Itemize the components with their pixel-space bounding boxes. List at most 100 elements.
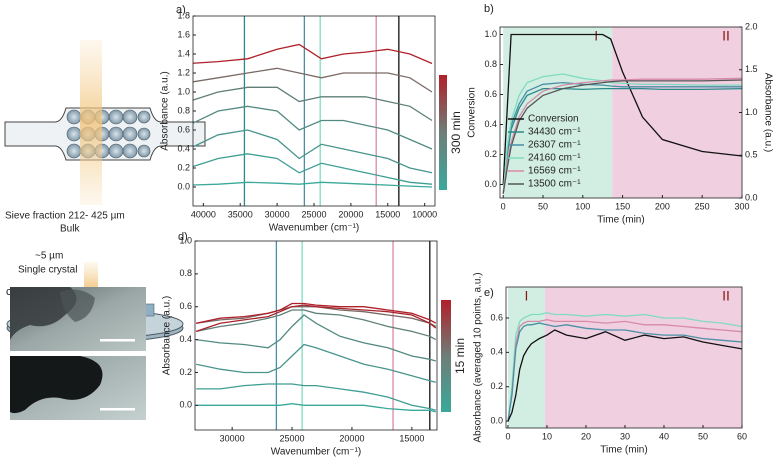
y-tick-label: 0.2 xyxy=(490,381,503,391)
x-axis-title: Wavenumber (cm⁻¹) xyxy=(271,447,361,458)
series-line xyxy=(507,329,742,422)
y2-tick-label: 0.5 xyxy=(745,150,758,160)
y-tick-label: 1.0 xyxy=(177,86,190,96)
y-tick-label: 0.4 xyxy=(177,143,190,153)
crystal-label: Single crystal xyxy=(18,265,77,276)
x-tick-label: 10 xyxy=(542,431,552,441)
plot-lines xyxy=(195,302,437,413)
y-tick-label: 0.2 xyxy=(179,367,192,377)
y-tick-label: 0.0 xyxy=(179,400,192,410)
colorbar xyxy=(439,75,447,190)
y-tick-label: 0.6 xyxy=(490,312,503,322)
x-axis-title: Wavenumber (cm⁻¹) xyxy=(269,223,359,234)
x-axis-title: Time (min) xyxy=(597,215,644,226)
x-tick-label: 15000 xyxy=(399,433,424,443)
x-tick-label: 30 xyxy=(620,431,630,441)
x-tick-label: 35000 xyxy=(228,209,253,219)
y-axis-title: Absorbance (a.u.) xyxy=(160,71,171,151)
panel-label: d) xyxy=(178,231,188,243)
series-line xyxy=(502,33,742,185)
y-tick-label: 0.4 xyxy=(179,334,192,344)
x-tick-label: 200 xyxy=(655,201,670,211)
series-line xyxy=(502,73,742,194)
bulk-label: Bulk xyxy=(60,224,80,235)
x-tick-label: 20000 xyxy=(339,433,364,443)
tube-schematic: Sieve fraction 212- 425 µm Bulk xyxy=(4,40,206,235)
y-axis-title: Absorbance (a.u.) xyxy=(162,296,173,376)
x-tick-label: 0 xyxy=(505,431,510,441)
x-tick-label: 40000 xyxy=(191,209,216,219)
y2-tick-label: 0.0 xyxy=(745,192,758,202)
x-tick-label: 300 xyxy=(734,201,749,211)
series-line xyxy=(193,129,433,174)
x-tick-label: 25000 xyxy=(301,209,326,219)
y-tick-label: 0.0 xyxy=(484,179,497,189)
y-tick-label: 1.0 xyxy=(179,235,192,245)
x-tick-label: 40 xyxy=(659,431,669,441)
y-tick-label: 0.8 xyxy=(179,268,192,278)
series-line xyxy=(196,314,436,362)
region-label: II xyxy=(722,28,730,44)
colorbar-label: 15 min xyxy=(453,338,467,374)
x-tick-label: 30000 xyxy=(220,433,245,443)
x-tick-label: 20000 xyxy=(338,209,363,219)
x-tick-label: 50 xyxy=(538,201,548,211)
y2-tick-label: 1.5 xyxy=(745,64,758,74)
y2-tick-label: 2.0 xyxy=(745,21,758,31)
y-tick-label: 0.8 xyxy=(484,59,497,69)
series-line xyxy=(196,343,436,383)
series-line xyxy=(502,81,742,194)
y-axis-title: Absorbance (averaged 10 points, a.u.) xyxy=(473,272,484,442)
series-line xyxy=(507,312,742,422)
y-tick-label: 0.2 xyxy=(484,149,497,159)
x-tick-label: 50 xyxy=(698,431,708,441)
y-axis-title: Conversion xyxy=(467,87,478,138)
legend-label: 24160 cm⁻¹ xyxy=(528,153,581,164)
x-axis-title: Time (min) xyxy=(600,445,647,456)
colorbar-label: 300 min xyxy=(449,111,463,154)
series-line xyxy=(196,383,436,411)
y-tick-label: 0.6 xyxy=(177,124,190,134)
panel-label: a) xyxy=(176,4,186,16)
plot-lines xyxy=(507,312,742,422)
region-label: I xyxy=(525,288,529,304)
y-tick-label: 1.0 xyxy=(484,29,497,39)
y-tick-label: 0.4 xyxy=(484,119,497,129)
y-tick-label: 0.0 xyxy=(177,181,190,191)
x-tick-label: 0 xyxy=(501,201,506,211)
x-tick-label: 10000 xyxy=(412,209,437,219)
series-line xyxy=(193,153,433,185)
y-tick-label: 0.2 xyxy=(177,162,190,172)
y-tick-label: 1.8 xyxy=(177,10,190,20)
plot-frame xyxy=(505,286,743,429)
plot-lines xyxy=(193,43,433,188)
plot-frame xyxy=(194,240,438,431)
legend-label: 34430 cm⁻¹ xyxy=(528,127,581,138)
x-tick-label: 30000 xyxy=(265,209,290,219)
x-tick-label: 250 xyxy=(695,201,710,211)
series-line xyxy=(193,67,433,93)
legend-label: Conversion xyxy=(528,114,579,125)
series-line xyxy=(196,403,436,413)
y2-tick-label: 1.0 xyxy=(745,107,758,117)
series-line xyxy=(193,86,433,122)
sieve-label: Sieve fraction 212- 425 µm xyxy=(5,211,125,222)
x-tick-label: 100 xyxy=(575,201,590,211)
y-tick-label: 1.6 xyxy=(177,29,190,39)
x-tick-label: 15000 xyxy=(375,209,400,219)
y-tick-label: 1.2 xyxy=(177,67,190,77)
series-line xyxy=(195,304,437,333)
plot-lines xyxy=(502,33,742,194)
size-label: ~5 µm xyxy=(35,251,63,262)
panel-label: b) xyxy=(484,3,494,15)
y2-axis-title: Absorbance (a.u.) xyxy=(762,73,773,153)
panel-label: e) xyxy=(484,287,494,299)
legend-label: 13500 cm⁻¹ xyxy=(528,179,581,190)
y-tick-label: 0.0 xyxy=(490,415,503,425)
region-label: II xyxy=(722,288,730,304)
x-tick-label: 150 xyxy=(615,201,630,211)
series-line xyxy=(502,77,742,194)
colorbar xyxy=(441,300,451,412)
